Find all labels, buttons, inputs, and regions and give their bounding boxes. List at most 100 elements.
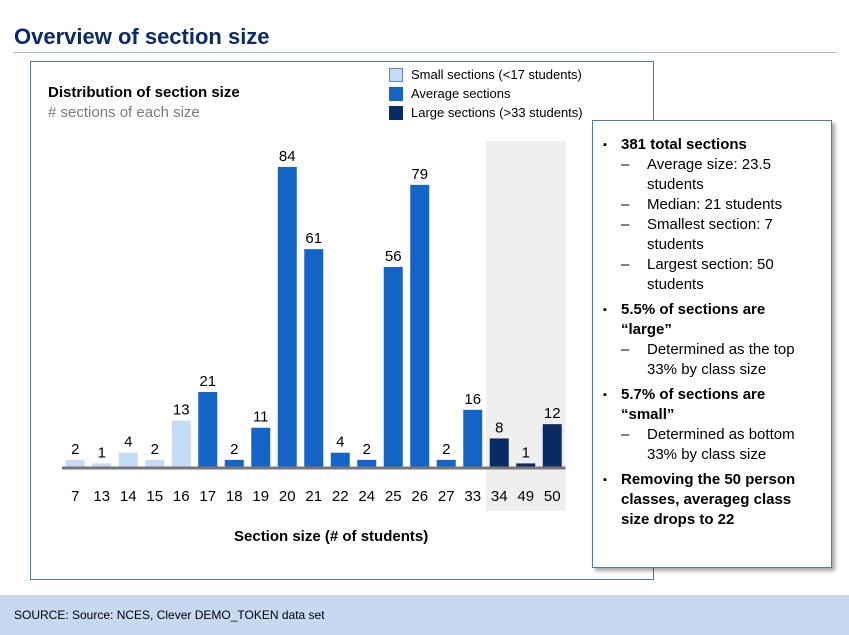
legend-label-small: Small sections (<17 students) [411, 67, 582, 82]
legend-item-small: Small sections (<17 students) [389, 65, 583, 84]
note-text: 5.7% of sections are “small” [621, 386, 766, 423]
note-text: 5.5% of sections are “large” [621, 301, 766, 338]
bar-19 [251, 427, 271, 467]
value-label-24: 2 [363, 441, 371, 458]
bar-15 [145, 459, 165, 467]
title-divider [14, 52, 836, 53]
tick-label-21: 21 [305, 488, 322, 505]
dash-icon: – [621, 216, 630, 233]
chart-subtitle: # sections of each size [48, 104, 200, 121]
bullet-icon: ▪ [603, 139, 607, 151]
sub-note-text: Smallest section: 7 students [647, 216, 773, 253]
bar-17 [198, 392, 218, 467]
sub-note-text: Largest section: 50 students [647, 256, 774, 293]
legend-label-average: Average sections [411, 86, 511, 101]
legend-swatch-large [389, 105, 403, 120]
note-text: Removing the 50 person classes, averageg… [621, 471, 796, 528]
dash-icon: – [621, 196, 630, 213]
tick-label-33: 33 [464, 488, 481, 505]
tick-label-22: 22 [332, 488, 349, 505]
bar-7 [65, 459, 85, 467]
bar-27 [436, 459, 456, 467]
source-text: SOURCE: Source: NCES, Clever DEMO_TOKEN … [14, 608, 325, 622]
value-label-50: 12 [544, 405, 561, 422]
note-average-without-50: ▪ Removing the 50 person classes, averag… [603, 470, 819, 530]
sub-note-text: Median: 21 students [647, 196, 783, 213]
value-label-15: 2 [151, 441, 159, 458]
value-label-20: 84 [279, 148, 296, 165]
sub-note: – Median: 21 students [621, 195, 819, 215]
dash-icon: – [621, 426, 630, 443]
source-footer [0, 595, 849, 635]
bar-18 [224, 459, 244, 467]
legend-item-large: Large sections (>33 students) [389, 103, 583, 122]
bar-13 [92, 463, 112, 467]
tick-label-15: 15 [146, 488, 163, 505]
tick-label-26: 26 [411, 488, 428, 505]
tick-label-14: 14 [120, 488, 137, 505]
bar-34 [489, 438, 509, 467]
bar-50 [542, 424, 562, 467]
tick-label-13: 13 [93, 488, 110, 505]
summary-notes-box: ▪ 381 total sections – Average size: 23.5… [592, 120, 832, 568]
sub-note: – Largest section: 50 students [621, 255, 819, 295]
value-label-21: 61 [305, 230, 322, 247]
bar-20 [277, 167, 297, 467]
bullet-icon: ▪ [603, 389, 607, 401]
dash-icon: – [621, 256, 630, 273]
value-label-16: 13 [173, 402, 190, 419]
sub-note-text: Determined as the top 33% by class size [647, 341, 795, 378]
bar-16 [171, 420, 191, 467]
bar-25 [383, 267, 403, 467]
tick-label-16: 16 [173, 488, 190, 505]
tick-label-17: 17 [199, 488, 216, 505]
value-label-17: 21 [199, 373, 216, 390]
value-label-33: 16 [464, 391, 481, 408]
bar-33 [463, 409, 483, 467]
value-label-34: 8 [495, 419, 503, 436]
x-axis-title: Section size (# of students) [234, 528, 429, 545]
page-title: Overview of section size [14, 24, 270, 49]
bar-49 [516, 463, 536, 467]
bar-26 [410, 184, 430, 467]
value-label-26: 79 [411, 166, 428, 183]
tick-label-18: 18 [226, 488, 243, 505]
tick-label-27: 27 [438, 488, 455, 505]
note-total-sections: ▪ 381 total sections [603, 135, 819, 155]
dash-icon: – [621, 156, 630, 173]
dash-icon: – [621, 341, 630, 358]
value-label-25: 56 [385, 248, 402, 265]
bullet-icon: ▪ [603, 304, 607, 316]
legend-label-large: Large sections (>33 students) [411, 105, 583, 120]
value-label-27: 2 [442, 441, 450, 458]
value-label-13: 1 [98, 444, 106, 461]
tick-label-19: 19 [252, 488, 269, 505]
value-label-49: 1 [522, 444, 530, 461]
value-label-18: 2 [230, 441, 238, 458]
value-label-14: 4 [124, 434, 132, 451]
tick-label-24: 24 [358, 488, 375, 505]
tick-label-25: 25 [385, 488, 402, 505]
bar-22 [330, 452, 350, 467]
legend-item-average: Average sections [389, 84, 583, 103]
note-text: 381 total sections [621, 136, 747, 153]
sub-note: – Determined as the top 33% by class size [621, 340, 819, 380]
tick-label-20: 20 [279, 488, 296, 505]
chart-legend: Small sections (<17 students) Average se… [389, 65, 583, 122]
bar-21 [304, 249, 324, 467]
sub-note: – Average size: 23.5 students [621, 155, 819, 195]
tick-label-49: 49 [517, 488, 534, 505]
tick-label-7: 7 [71, 488, 79, 505]
tick-label-50: 50 [544, 488, 561, 505]
chart-title: Distribution of section size [48, 84, 240, 101]
bullet-icon: ▪ [603, 474, 607, 486]
bar-24 [357, 459, 377, 467]
sub-note-text: Average size: 23.5 students [647, 156, 771, 193]
legend-swatch-small [389, 67, 403, 82]
value-label-7: 2 [71, 441, 79, 458]
value-label-22: 4 [336, 434, 344, 451]
legend-swatch-average [389, 86, 403, 101]
bar-14 [118, 452, 138, 467]
sub-note: – Determined as bottom 33% by class size [621, 425, 819, 465]
